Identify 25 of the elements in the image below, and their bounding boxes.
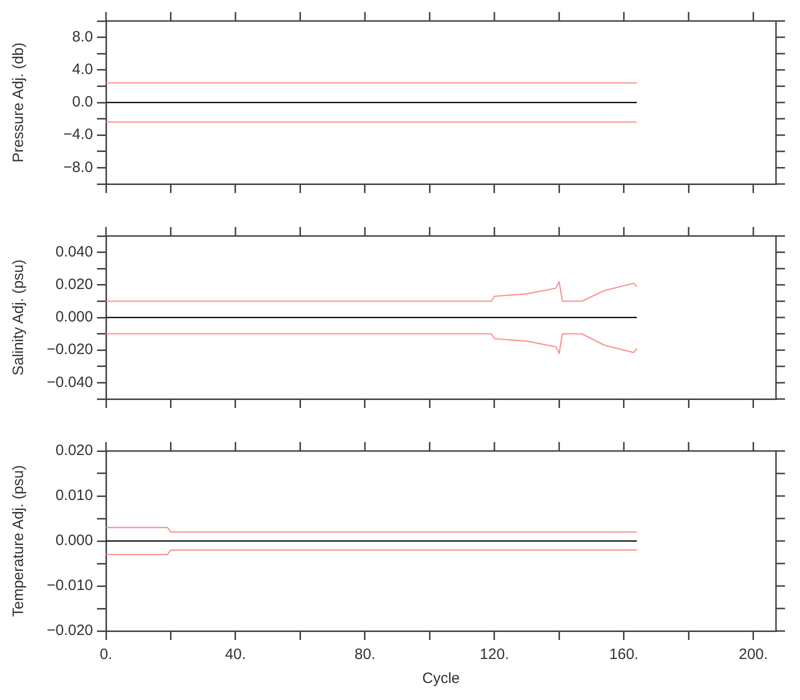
y-tick-label: 0.000	[55, 532, 93, 550]
y-tick-label: 0.010	[55, 487, 93, 504]
y-tick-label: 0.0	[72, 94, 93, 111]
x-tick-label: 0.	[100, 646, 112, 664]
y-tick-label: 8.0	[72, 28, 93, 46]
y-tick-label: −0.010	[46, 577, 93, 594]
y-axis-title: Salinity Adj. (psu)	[10, 260, 28, 376]
x-tick-label: 200.	[738, 646, 768, 664]
y-axis-title: Pressure Adj. (db)	[10, 42, 28, 163]
x-axis-title: Cycle	[422, 670, 460, 688]
y-tick-label: −4.0	[63, 126, 93, 144]
x-tick-label: 120.	[480, 646, 510, 664]
y-tick-label: 0.020	[55, 442, 93, 460]
x-tick-label: 80.	[354, 646, 376, 664]
x-tick-label: 160.	[609, 646, 638, 664]
y-tick-label: 0.040	[55, 243, 93, 260]
y-tick-label: −0.040	[46, 374, 93, 391]
y-tick-label: 4.0	[72, 61, 93, 78]
y-tick-label: −8.0	[63, 158, 93, 176]
y-tick-label: 0.020	[55, 276, 93, 294]
y-axis-title: Temperature Adj. (psu)	[10, 465, 28, 617]
y-tick-label: 0.000	[55, 308, 93, 326]
y-tick-label: −0.020	[46, 341, 93, 358]
x-tick-label: 40.	[225, 646, 246, 664]
y-tick-label: −0.020	[46, 622, 93, 640]
